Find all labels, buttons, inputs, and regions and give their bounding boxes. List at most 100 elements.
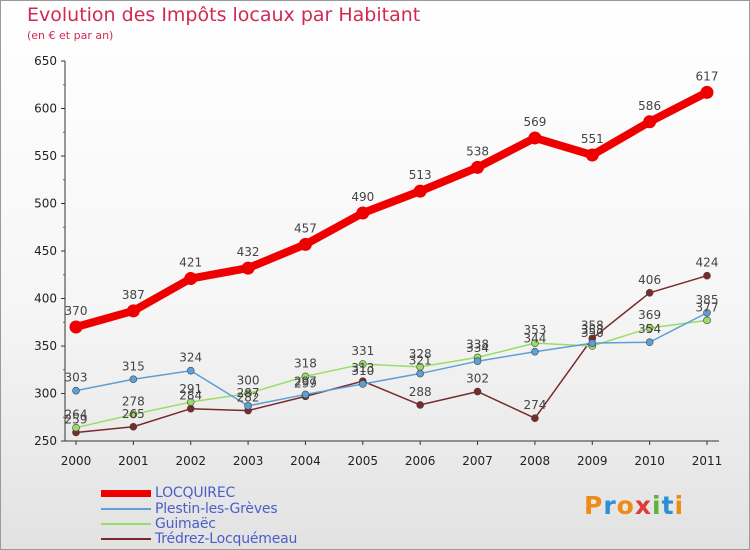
legend-item-guimaec: Guimaëc bbox=[101, 516, 216, 532]
data-label: 287 bbox=[237, 386, 260, 400]
logo-letter: P bbox=[584, 491, 604, 520]
legend-swatch-locquirec bbox=[101, 489, 151, 497]
data-label: 302 bbox=[466, 372, 489, 386]
data-label: 265 bbox=[122, 407, 145, 421]
data-label: 353 bbox=[581, 323, 604, 337]
series-point-0 bbox=[184, 272, 198, 286]
logo-letter: x bbox=[634, 491, 652, 520]
series-point-0 bbox=[298, 237, 312, 251]
series-point-0 bbox=[471, 160, 485, 174]
series-point-1 bbox=[359, 380, 367, 388]
data-label: 324 bbox=[179, 351, 202, 365]
y-tick-label: 650 bbox=[34, 54, 57, 68]
x-tick-label: 2011 bbox=[692, 454, 723, 468]
data-label: 406 bbox=[638, 273, 661, 287]
series-point-2 bbox=[186, 398, 195, 406]
data-label: 457 bbox=[294, 221, 317, 235]
legend-item-plestin-les-greves: Plestin-les-Grèves bbox=[101, 501, 278, 517]
data-label: 353 bbox=[523, 323, 546, 337]
series-point-1 bbox=[588, 339, 597, 347]
y-tick-label: 350 bbox=[34, 339, 57, 353]
data-label: 490 bbox=[351, 190, 374, 204]
x-tick-label: 2010 bbox=[634, 454, 665, 468]
y-tick-label: 600 bbox=[34, 102, 57, 116]
data-label: 334 bbox=[466, 341, 489, 355]
series-point-0 bbox=[700, 85, 714, 99]
data-label: 617 bbox=[696, 69, 719, 83]
series-point-1 bbox=[72, 386, 80, 395]
series-point-1 bbox=[244, 402, 252, 410]
legend-swatch-guimaec bbox=[101, 523, 151, 525]
data-label: 369 bbox=[638, 308, 661, 322]
data-label: 358 bbox=[581, 318, 604, 332]
logo-letter: i bbox=[652, 491, 662, 520]
data-label: 300 bbox=[237, 374, 260, 388]
series-point-3 bbox=[703, 271, 711, 280]
series-point-3 bbox=[129, 422, 138, 431]
legend-item-tredrez-locquemeau: Trédrez-Locquémeau bbox=[101, 531, 297, 547]
series-line-3 bbox=[75, 274, 708, 434]
data-label: 303 bbox=[65, 371, 88, 385]
series-point-0 bbox=[528, 131, 542, 145]
data-label: 387 bbox=[122, 288, 145, 302]
series-point-3 bbox=[186, 404, 195, 413]
series-point-2 bbox=[703, 316, 711, 325]
data-label: 513 bbox=[409, 168, 432, 182]
legend-swatch-tredrez-locquemeau bbox=[101, 538, 151, 540]
x-tick-label: 2006 bbox=[405, 454, 436, 468]
data-label: 385 bbox=[696, 293, 719, 307]
y-tick-label: 250 bbox=[34, 434, 57, 448]
legend-swatch-plestin-les-greves bbox=[101, 508, 151, 510]
logo-letter: r bbox=[603, 491, 617, 520]
series-point-2 bbox=[129, 410, 138, 419]
data-label: 331 bbox=[351, 344, 374, 358]
data-label: 344 bbox=[523, 332, 546, 346]
data-label: 259 bbox=[65, 412, 88, 426]
data-label: 538 bbox=[466, 144, 489, 158]
series-point-1 bbox=[186, 366, 195, 375]
x-tick-label: 2001 bbox=[118, 454, 149, 468]
chart-lines bbox=[72, 88, 711, 434]
series-point-1 bbox=[703, 308, 711, 317]
series-point-1 bbox=[416, 369, 424, 378]
series-point-0 bbox=[356, 206, 370, 220]
series-point-1 bbox=[645, 338, 654, 347]
legend-label: Plestin-les-Grèves bbox=[155, 501, 278, 517]
data-label: 338 bbox=[466, 337, 489, 351]
logo-letter: i bbox=[674, 491, 685, 520]
y-tick-label: 500 bbox=[34, 197, 57, 211]
data-label: 424 bbox=[696, 256, 719, 270]
chart-title: Evolution des Impôts locaux par Habitant bbox=[27, 4, 421, 26]
series-point-2 bbox=[72, 423, 80, 432]
series-point-0 bbox=[413, 184, 427, 198]
data-label: 288 bbox=[409, 385, 432, 399]
series-point-0 bbox=[69, 320, 83, 334]
y-tick-label: 450 bbox=[34, 244, 57, 258]
logo-letter: t bbox=[661, 491, 675, 520]
series-point-0 bbox=[643, 115, 657, 129]
series-point-1 bbox=[473, 357, 482, 366]
chart-subtitle: (en € et par an) bbox=[27, 29, 114, 42]
data-label: 370 bbox=[65, 304, 88, 318]
data-label: 328 bbox=[409, 347, 432, 361]
data-label: 321 bbox=[409, 354, 432, 368]
data-label: 282 bbox=[237, 391, 260, 405]
series-line-0 bbox=[72, 88, 711, 331]
series-point-3 bbox=[531, 414, 539, 423]
y-tick-label: 550 bbox=[34, 149, 57, 163]
chart-axes: 250 300 350 400 450 500 550 600 650 2000 2001 2002 2… bbox=[34, 54, 722, 468]
x-tick-label: 2003 bbox=[233, 454, 264, 468]
data-label: 551 bbox=[581, 132, 604, 146]
data-label: 350 bbox=[581, 326, 604, 340]
legend-item-locquirec: LOCQUIREC bbox=[101, 485, 235, 501]
data-label: 421 bbox=[179, 256, 202, 270]
series-line-1 bbox=[75, 312, 708, 407]
data-label: 318 bbox=[294, 356, 317, 370]
series-point-3 bbox=[645, 288, 654, 297]
data-label: 315 bbox=[122, 359, 145, 373]
y-tick-label: 300 bbox=[34, 387, 57, 401]
data-label: 299 bbox=[294, 376, 317, 390]
x-tick-label: 2004 bbox=[290, 454, 321, 468]
